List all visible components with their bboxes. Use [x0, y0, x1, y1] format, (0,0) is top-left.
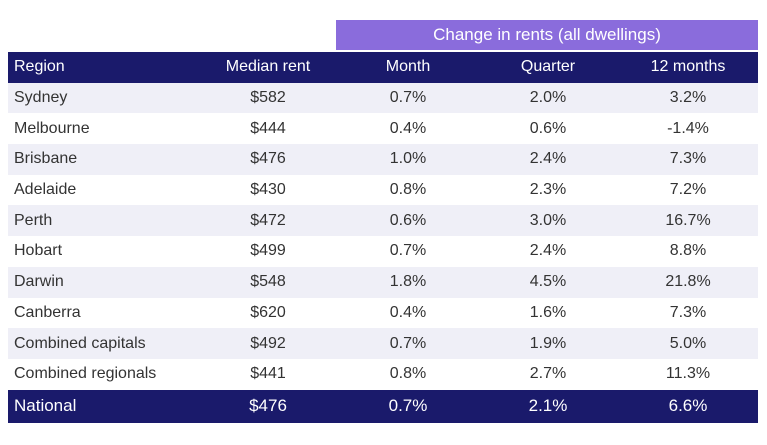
month-change-cell: 0.8%: [389, 365, 427, 383]
annual-change-cell: 8.8%: [669, 242, 707, 260]
annual-change-cell: 5.0%: [669, 334, 707, 352]
region-cell: Adelaide: [14, 181, 77, 199]
month-change-cell: 0.4%: [389, 119, 427, 137]
median-rent-cell: $476: [250, 150, 286, 168]
annual-change-cell: 11.3%: [665, 365, 711, 383]
month-change-cell: 0.6%: [389, 211, 427, 229]
region-cell: Perth: [14, 211, 53, 229]
median-rent-cell: $499: [250, 242, 286, 260]
median-rent-cell: $476: [249, 396, 287, 416]
column-header-region: Region: [14, 58, 65, 76]
quarter-change-cell: 2.0%: [529, 89, 567, 107]
table-row: Sydney $582 0.7% 2.0% 3.2%: [8, 82, 758, 114]
region-cell: Melbourne: [14, 119, 90, 137]
table-row: Darwin $548 1.8% 4.5% 21.8%: [8, 266, 758, 298]
table-header-row: Region Median rent Month Quarter 12 mont…: [8, 52, 758, 83]
median-rent-cell: $441: [250, 365, 286, 383]
median-rent-cell: $472: [250, 211, 286, 229]
region-cell: Sydney: [14, 89, 68, 107]
annual-change-cell: 7.3%: [669, 150, 707, 168]
table-row: Brisbane $476 1.0% 2.4% 7.3%: [8, 144, 758, 175]
annual-change-cell: 3.2%: [669, 89, 707, 107]
month-change-cell: 0.7%: [388, 396, 428, 416]
month-change-cell: 0.7%: [389, 334, 427, 352]
quarter-change-cell: 0.6%: [529, 119, 567, 137]
table-row: Canberra $620 0.4% 1.6% 7.3%: [8, 297, 758, 329]
annual-change-cell: 7.2%: [669, 181, 707, 199]
month-change-cell: 0.4%: [389, 303, 427, 321]
median-rent-cell: $620: [250, 303, 286, 321]
annual-change-cell: 16.7%: [665, 211, 711, 229]
table-row: Perth $472 0.6% 3.0% 16.7%: [8, 205, 758, 237]
quarter-change-cell: 3.0%: [529, 211, 567, 229]
table-row: Adelaide $430 0.8% 2.3% 7.2%: [8, 174, 758, 206]
national-total-row: National $476 0.7% 2.1% 6.6%: [8, 389, 758, 423]
month-change-cell: 1.0%: [389, 150, 427, 168]
table-row: Combined regionals $441 0.8% 2.7% 11.3%: [8, 358, 758, 390]
quarter-change-cell: 2.1%: [528, 396, 568, 416]
region-cell: National: [14, 396, 77, 416]
month-change-cell: 0.8%: [389, 181, 427, 199]
annual-change-cell: -1.4%: [667, 119, 709, 137]
region-cell: Darwin: [14, 273, 64, 291]
region-cell: Hobart: [14, 242, 63, 260]
change-in-rents-header: Change in rents (all dwellings): [336, 20, 758, 50]
quarter-change-cell: 1.6%: [529, 303, 567, 321]
month-change-cell: 1.8%: [389, 273, 427, 291]
column-header-12-months: 12 months: [650, 58, 726, 76]
quarter-change-cell: 2.4%: [529, 150, 567, 168]
region-cell: Combined capitals: [14, 334, 146, 352]
month-change-cell: 0.7%: [389, 89, 427, 107]
annual-change-cell: 21.8%: [665, 273, 711, 291]
median-rent-cell: $430: [250, 181, 286, 199]
quarter-change-cell: 2.3%: [529, 181, 567, 199]
rents-table: Region Median rent Month Quarter 12 mont…: [8, 52, 758, 423]
column-header-median-rent: Median rent: [225, 58, 311, 76]
region-cell: Brisbane: [14, 150, 78, 168]
median-rent-cell: $444: [250, 119, 286, 137]
annual-change-cell: 7.3%: [669, 303, 707, 321]
table-row: Melbourne $444 0.4% 0.6% -1.4%: [8, 113, 758, 145]
region-cell: Combined regionals: [14, 365, 157, 383]
quarter-change-cell: 1.9%: [529, 334, 567, 352]
table-row: Combined capitals $492 0.7% 1.9% 5.0%: [8, 328, 758, 359]
quarter-change-cell: 2.7%: [529, 365, 567, 383]
column-header-quarter: Quarter: [520, 58, 576, 76]
column-header-month: Month: [385, 58, 431, 76]
quarter-change-cell: 4.5%: [529, 273, 567, 291]
region-cell: Canberra: [14, 303, 81, 321]
quarter-change-cell: 2.4%: [529, 242, 567, 260]
median-rent-cell: $492: [250, 334, 286, 352]
table-row: Hobart $499 0.7% 2.4% 8.8%: [8, 236, 758, 267]
month-change-cell: 0.7%: [389, 242, 427, 260]
median-rent-cell: $548: [250, 273, 286, 291]
median-rent-cell: $582: [250, 89, 286, 107]
annual-change-cell: 6.6%: [668, 396, 708, 416]
